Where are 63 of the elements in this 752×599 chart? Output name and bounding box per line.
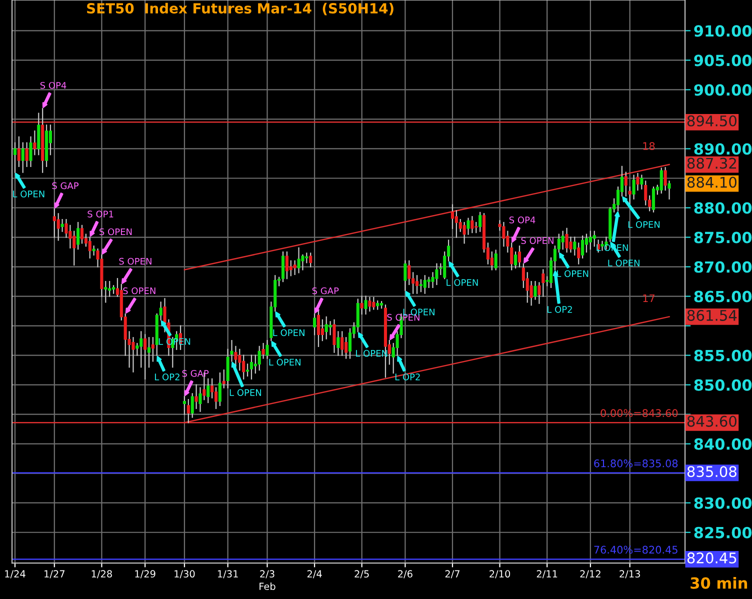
annotation: 17 xyxy=(643,294,654,302)
y-tick-label: 905.00 xyxy=(694,54,752,66)
y-tick-label: 880.00 xyxy=(694,202,752,214)
y-tick-label: 875.00 xyxy=(694,232,752,244)
text: 887.32 xyxy=(687,158,736,169)
annotation: L OPEN xyxy=(13,190,44,198)
annotation: S OP4 xyxy=(40,82,66,89)
x-tick-label: 1/24 xyxy=(5,570,26,578)
x-tick-label: 2/7 xyxy=(445,570,460,578)
ref-line-label: 61.80%=835.08 xyxy=(594,459,678,468)
y-tick-label: 870.00 xyxy=(694,261,752,273)
y-tick-label: 890.00 xyxy=(694,143,752,155)
x-tick-label: 2/6 xyxy=(398,570,412,578)
text: 30 min xyxy=(690,577,748,589)
annotation: L OPEN xyxy=(403,308,434,316)
text: 861.54 xyxy=(687,310,737,321)
annotation: S OPEN xyxy=(123,287,156,294)
annotation: S GAP xyxy=(312,287,339,294)
x-tick-label: 1/31 xyxy=(218,570,238,578)
annotation: 18 xyxy=(643,142,655,150)
annotation: S OPEN xyxy=(100,228,132,236)
annotation: S OPEN xyxy=(119,258,152,265)
text: 820.45 xyxy=(687,552,736,564)
annotation: S OP1 xyxy=(88,210,114,218)
y-tick-label: 830.00 xyxy=(694,497,752,509)
annotation: S OPEN xyxy=(521,237,554,244)
annotation: S GAP xyxy=(52,182,79,190)
text: 835.08 xyxy=(687,466,736,478)
ref-line-label: 76.40%=820.45 xyxy=(594,546,678,554)
annotation: S GAP xyxy=(182,370,209,377)
annotation: S OP4 xyxy=(509,216,536,224)
x-tick-label: 1/30 xyxy=(174,570,195,578)
annotation: L OP2 xyxy=(548,306,572,313)
y-tick-label: 840.00 xyxy=(694,438,752,450)
annotation: L OPEN xyxy=(269,358,300,366)
annotation: L OP2 xyxy=(154,374,180,380)
text: Feb xyxy=(260,582,276,590)
text: 894.50 xyxy=(687,115,736,126)
text: 843.60 xyxy=(687,416,736,427)
chart-title: SET50 Index Futures Mar-14 (S50H14) xyxy=(87,2,394,16)
x-tick-label: 2/4 xyxy=(307,570,322,578)
y-tick-label: 825.00 xyxy=(694,526,752,538)
y-tick-label: 850.00 xyxy=(694,379,752,391)
x-tick-label: 1/28 xyxy=(92,570,112,578)
x-tick-label: 1/27 xyxy=(44,570,64,578)
annotation: L OPEN xyxy=(446,279,478,286)
annotation: L OPEN xyxy=(273,329,304,336)
x-tick-label: 2/11 xyxy=(536,570,558,578)
y-tick-label: 865.00 xyxy=(694,290,752,302)
y-tick-label: 910.00 xyxy=(694,25,752,37)
x-tick-label: 2/5 xyxy=(354,570,369,578)
text: 884.10 xyxy=(687,176,736,188)
annotation: L OPEN xyxy=(608,260,640,266)
x-tick-label: 2/13 xyxy=(620,570,640,578)
x-tick-label: 1/29 xyxy=(135,570,156,578)
y-tick-label: 900.00 xyxy=(694,84,752,96)
x-tick-label: 2/3 xyxy=(260,570,274,578)
annotation: L OPEN xyxy=(230,389,262,396)
x-tick-label: 2/12 xyxy=(580,570,600,578)
x-tick-label: 2/10 xyxy=(490,570,510,578)
annotation: L OPEN xyxy=(628,221,660,228)
ref-line-label: 0.00%=843.60 xyxy=(600,409,678,418)
y-tick-label: 855.00 xyxy=(694,350,752,362)
